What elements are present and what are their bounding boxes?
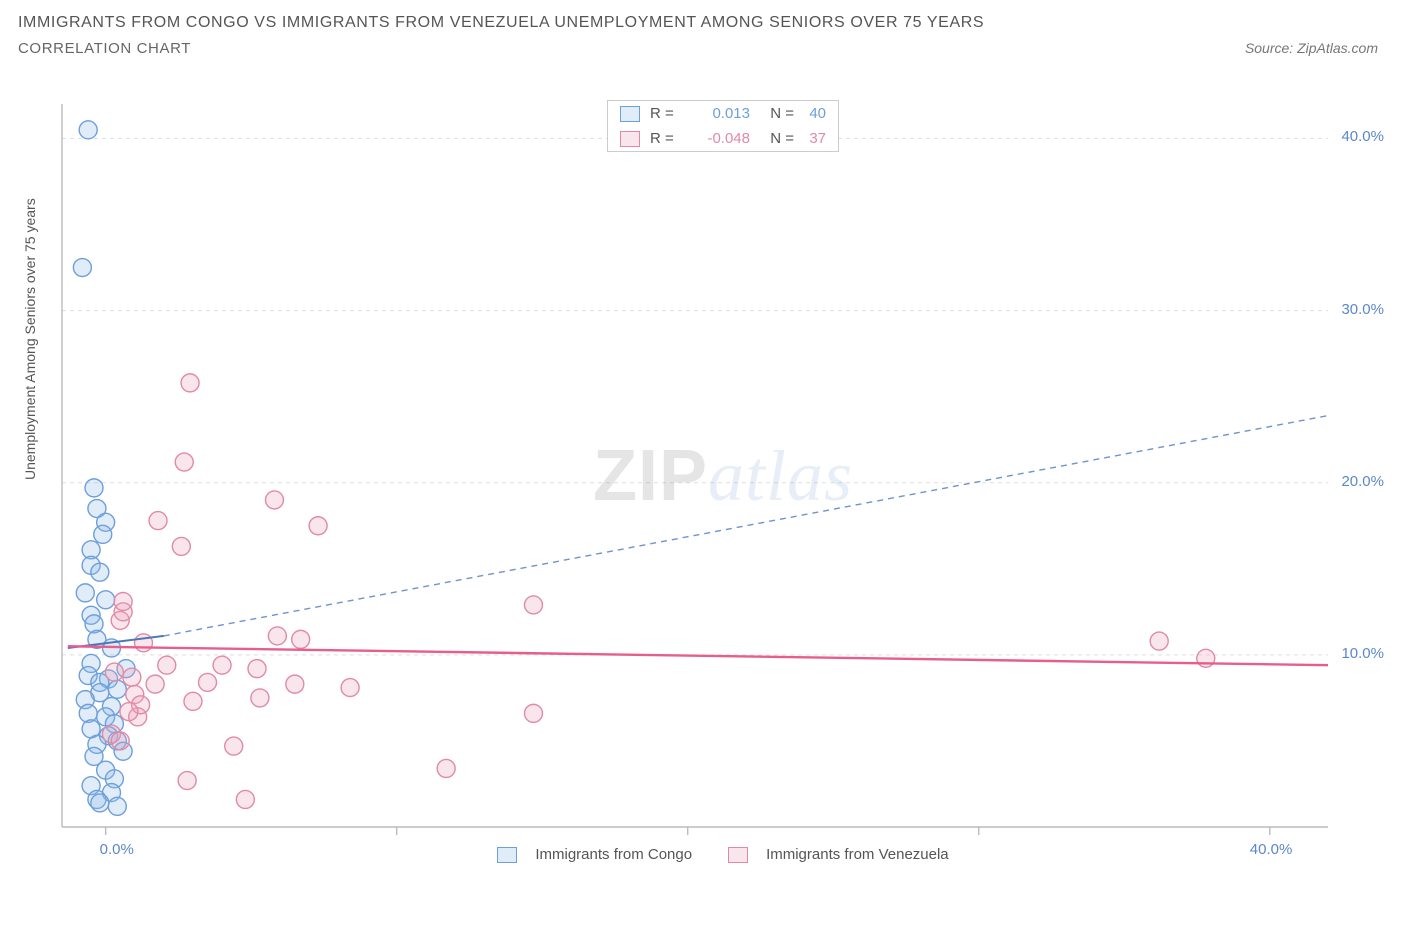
chart-title-line2: CORRELATION CHART: [18, 40, 191, 57]
legend-n-value-venezuela: 37: [794, 130, 826, 147]
series-legend-venezuela: Immigrants from Venezuela: [728, 846, 949, 863]
x-tick-label: 40.0%: [1250, 841, 1293, 858]
series-label-venezuela: Immigrants from Venezuela: [766, 846, 949, 863]
correlation-legend: R = 0.013 N = 40 R = -0.048 N = 37: [607, 100, 839, 152]
legend-swatch-congo: [620, 106, 640, 122]
legend-swatch-venezuela: [620, 131, 640, 147]
y-tick-label: 30.0%: [1341, 301, 1384, 318]
series-legend: Immigrants from Congo Immigrants from Ve…: [58, 846, 1388, 863]
legend-n-value-congo: 40: [794, 105, 826, 122]
series-legend-congo: Immigrants from Congo: [497, 846, 692, 863]
legend-r-value-venezuela: -0.048: [688, 130, 750, 147]
title-block: IMMIGRANTS FROM CONGO VS IMMIGRANTS FROM…: [0, 0, 1406, 57]
y-axis-label: Unemployment Among Seniors over 75 years: [22, 198, 38, 480]
plot-area: R = 0.013 N = 40 R = -0.048 N = 37 ZIPat…: [58, 100, 1388, 865]
y-tick-label: 40.0%: [1341, 128, 1384, 145]
chart-title-line1: IMMIGRANTS FROM CONGO VS IMMIGRANTS FROM…: [18, 14, 1388, 32]
legend-swatch-venezuela-icon: [728, 847, 748, 863]
legend-n-label: N =: [750, 105, 794, 122]
correlation-legend-row-congo: R = 0.013 N = 40: [608, 101, 838, 126]
legend-n-label: N =: [750, 130, 794, 147]
legend-r-value-congo: 0.013: [688, 105, 750, 122]
scatter-chart: [58, 100, 1388, 865]
source-attribution: Source: ZipAtlas.com: [1245, 40, 1388, 56]
y-tick-label: 20.0%: [1341, 473, 1384, 490]
y-tick-label: 10.0%: [1341, 645, 1384, 662]
series-label-congo: Immigrants from Congo: [535, 846, 692, 863]
legend-r-label: R =: [650, 105, 688, 122]
legend-r-label: R =: [650, 130, 688, 147]
legend-swatch-congo-icon: [497, 847, 517, 863]
x-tick-label: 0.0%: [100, 841, 134, 858]
correlation-legend-row-venezuela: R = -0.048 N = 37: [608, 126, 838, 151]
